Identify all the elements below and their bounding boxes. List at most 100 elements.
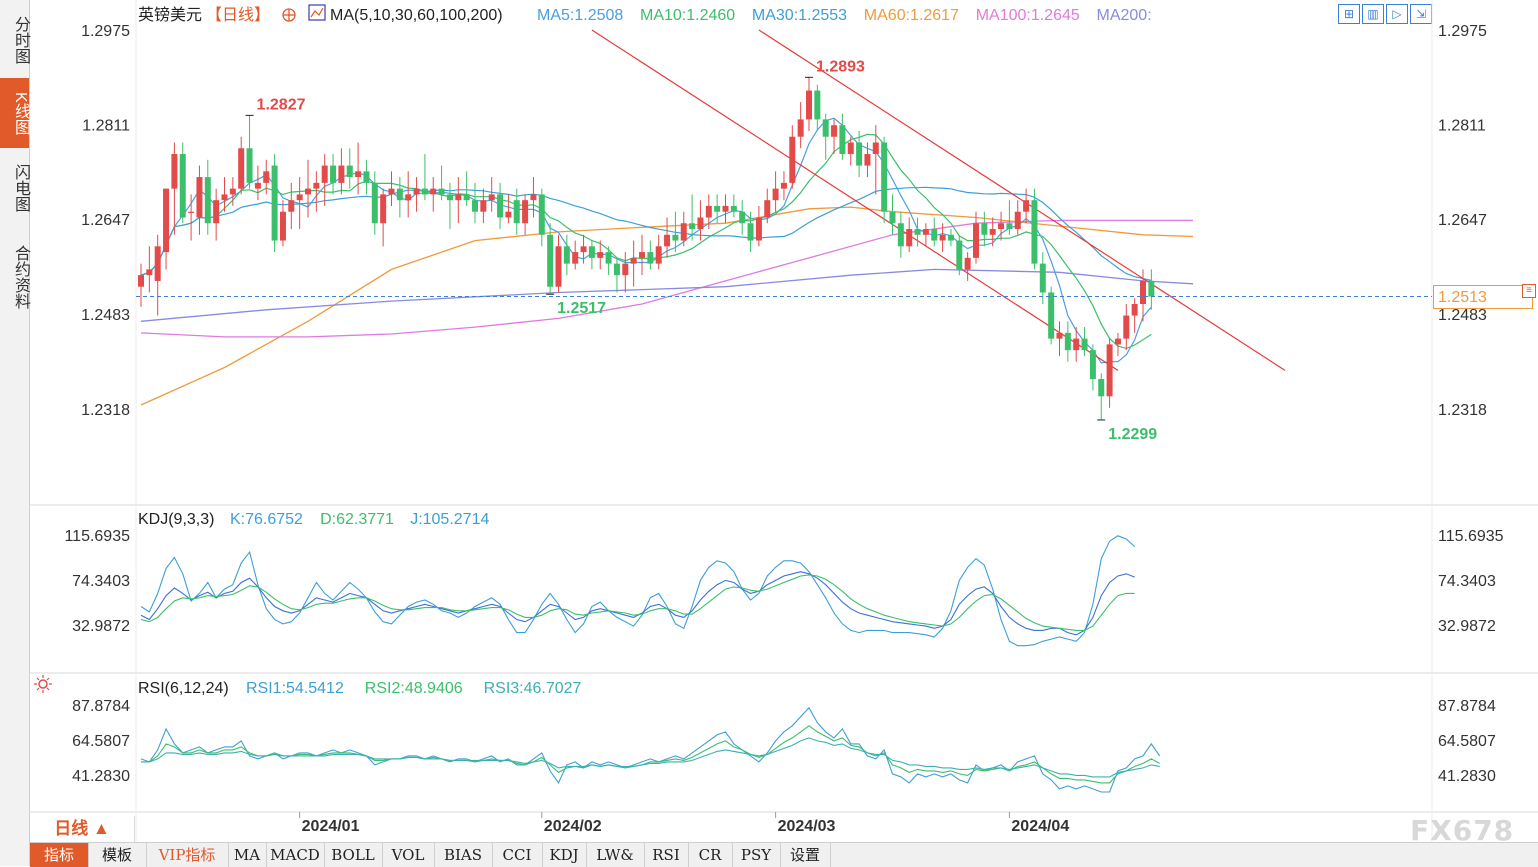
- candle-body: [421, 188, 428, 195]
- candle-body: [831, 125, 838, 137]
- indicator-tab[interactable]: MACD: [266, 843, 325, 867]
- indicator-tab[interactable]: LW&: [586, 843, 645, 867]
- rsi-lines: [140, 706, 1161, 793]
- legend-value: RSI3:46.7027: [484, 680, 582, 697]
- indicator-tab[interactable]: CR: [688, 843, 733, 867]
- price-axis-label-left: 1.2647: [81, 212, 130, 229]
- indicator-tab[interactable]: 设置: [780, 843, 831, 867]
- x-axis-label: 2024/02: [544, 818, 602, 835]
- candle-body: [530, 194, 537, 201]
- candle-body: [279, 211, 286, 241]
- sidebar-tab-contract-info[interactable]: 合约资料: [12, 245, 29, 309]
- candle-body: [330, 165, 337, 183]
- candle-body: [346, 165, 353, 178]
- indicator-tab[interactable]: VIP指标: [146, 843, 229, 867]
- candle-body: [814, 90, 821, 120]
- channel-line: [758, 29, 1286, 371]
- candle-body: [438, 188, 445, 195]
- candle-body: [780, 182, 787, 189]
- play-icon[interactable]: ▷: [1386, 4, 1408, 24]
- candle-body: [154, 246, 161, 281]
- sidebar-tab-lightning[interactable]: 闪电图: [12, 164, 29, 212]
- ma-params-label: MA(5,10,30,60,100,200): [330, 7, 503, 24]
- indicator-tab[interactable]: VOL: [382, 843, 435, 867]
- indicator-tab[interactable]: PSY: [732, 843, 781, 867]
- single-view-icon[interactable]: ▥: [1362, 4, 1384, 24]
- legend-value: MA60:1.2617: [864, 7, 959, 24]
- candle-body: [1106, 344, 1113, 397]
- indicator-tab[interactable]: RSI: [644, 843, 689, 867]
- candle-body: [1056, 332, 1063, 339]
- candle-body: [246, 148, 253, 183]
- price-axis-grid: 1.2975 1.2975 1.2811 1.2811 1.2647 1.2647 1.24…: [81, 23, 1487, 419]
- candle-body: [321, 165, 328, 183]
- candle-body: [730, 205, 737, 212]
- sidebar-tab-kline[interactable]: K线图: [0, 78, 29, 148]
- candle-body: [931, 229, 938, 241]
- rsi-axis: 87.8784 87.8784 64.5807 64.5807 41.2830 41.28…: [72, 698, 1496, 785]
- candle-body: [396, 188, 403, 201]
- period-label[interactable]: 【日线】: [206, 6, 270, 24]
- price-annotations: 1.2827 1.2517 1.2893 1.2299: [245, 58, 1157, 443]
- price-axis-label-right: 1.2811: [1438, 118, 1486, 135]
- candle-body: [697, 217, 704, 230]
- rsi-axis-label-right: 87.8784: [1438, 698, 1496, 715]
- candle-body: [872, 142, 879, 155]
- candle-body: [580, 246, 587, 253]
- candle-body: [789, 136, 796, 183]
- compare-icon[interactable]: [282, 8, 296, 22]
- candle-body: [163, 188, 170, 253]
- indicator-tab[interactable]: BOLL: [324, 843, 383, 867]
- price-axis-label-left: 1.2318: [81, 402, 130, 419]
- chart-canvas[interactable]: 英镑美元 【日线】 MA(5,10,30,60,100,200) MA5:1.2…: [0, 0, 1538, 842]
- candle-body: [630, 257, 637, 264]
- candle-body: [864, 154, 871, 166]
- kdj-axis-label-right: 115.6935: [1438, 528, 1504, 545]
- sidebar-tab-timeshare[interactable]: 分时图: [12, 16, 29, 64]
- candle-body: [964, 257, 971, 270]
- candle-body: [296, 194, 303, 201]
- kdj-axis-label-left: 32.9872: [72, 618, 130, 635]
- date-axis: 2024/01 2024/02 2024/03 2024/04: [299, 812, 1069, 835]
- period-selector[interactable]: 日线 ▲: [30, 816, 135, 842]
- legend-value: MA30:1.2553: [752, 7, 847, 24]
- grid-view-icon[interactable]: ⊞: [1338, 4, 1360, 24]
- ma10-line: [140, 133, 1152, 350]
- indicator-tab[interactable]: BIAS: [434, 843, 493, 867]
- candle-body: [947, 234, 954, 241]
- rsi-label: RSI(6,12,24): [138, 680, 229, 697]
- indicator-tab[interactable]: CCI: [492, 843, 543, 867]
- rsi-legend: RSI1:54.5412 RSI2:48.9406 RSI3:46.7027: [246, 680, 582, 697]
- candle-body: [497, 194, 504, 218]
- legend-value: MA5:1.2508: [537, 7, 623, 24]
- indicator-chart-icon[interactable]: [308, 4, 326, 21]
- candle-body: [881, 142, 888, 212]
- alert-icon[interactable]: ≡: [1522, 284, 1536, 298]
- channel-line: [591, 29, 1119, 371]
- candle-body: [1048, 292, 1055, 339]
- indicator-tab[interactable]: 模板: [88, 843, 147, 867]
- kdj-axis-label-right: 32.9872: [1438, 618, 1496, 635]
- legend-value: MA100:1.2645: [976, 7, 1080, 24]
- candle-body: [588, 246, 595, 258]
- indicator-tab[interactable]: 指标: [30, 843, 89, 867]
- indicator-tab[interactable]: KDJ: [542, 843, 587, 867]
- settings-sun-icon[interactable]: [34, 675, 52, 693]
- rsi3-line: [141, 737, 1160, 778]
- candle-body: [1123, 315, 1130, 339]
- candle-body: [388, 188, 395, 195]
- indicator-tab[interactable]: MA: [228, 843, 267, 867]
- candle-body: [446, 194, 453, 201]
- ma5-line: [140, 117, 1152, 364]
- kdj-axis: 115.6935 115.6935 74.3403 74.3403 32.9872 32.…: [64, 528, 1503, 635]
- candle-body: [664, 234, 671, 247]
- kdj-legend: K:76.6752 D:62.3771 J:105.2714: [230, 511, 489, 528]
- candle-body: [839, 125, 846, 155]
- trend-channel[interactable]: [591, 29, 1286, 371]
- candle-body: [430, 188, 437, 195]
- price-axis-label-right: 1.2483: [1438, 307, 1487, 324]
- candle-body: [680, 223, 687, 241]
- candle-body: [338, 165, 345, 183]
- candle-body: [1073, 338, 1080, 351]
- annotation-label: 1.2517: [557, 300, 606, 317]
